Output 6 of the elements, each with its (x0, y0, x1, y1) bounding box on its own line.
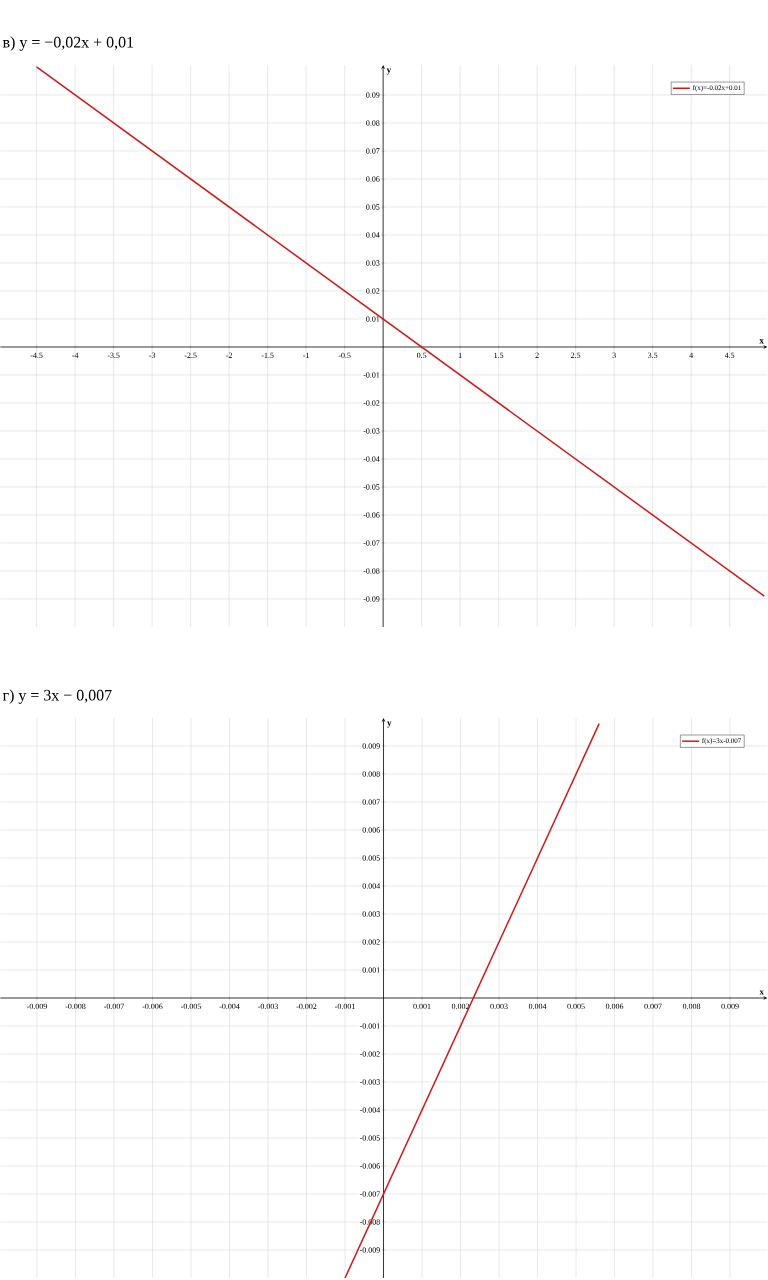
chart-title: г) y = 3x − 0,007 (2, 689, 112, 704)
x-axis-title: x (759, 990, 764, 995)
x-axis-title: x (759, 339, 764, 344)
y-axis-title: y (386, 68, 392, 75)
chart-title: в) y = −0,02x + 0,01 (2, 36, 134, 51)
y-axis-title: y (387, 721, 392, 728)
